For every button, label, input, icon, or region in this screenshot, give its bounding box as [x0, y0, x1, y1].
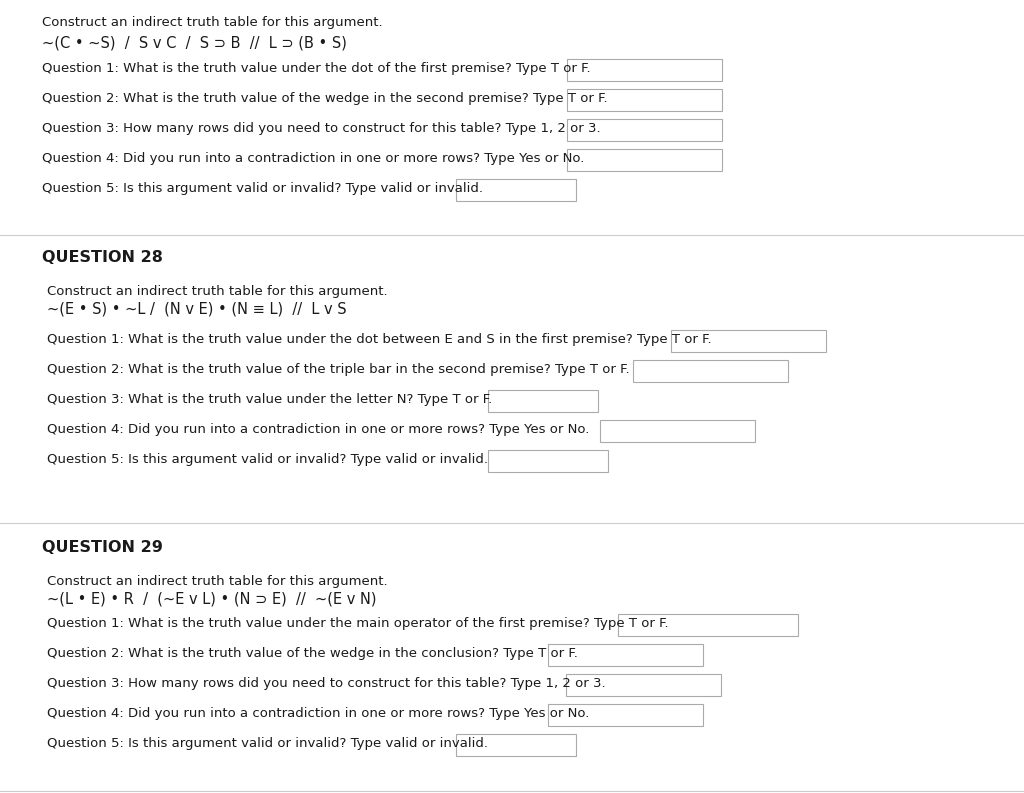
Bar: [456, 179, 575, 201]
Text: Question 1: What is the truth value under the dot between E and S in the first p: Question 1: What is the truth value unde…: [47, 333, 712, 346]
Bar: [488, 450, 608, 472]
Text: ~(L • E) • R  /  (~E v L) • (N ⊃ E)  //  ~(E v N): ~(L • E) • R / (~E v L) • (N ⊃ E) // ~(E…: [47, 592, 377, 607]
Text: Question 5: Is this argument valid or invalid? Type valid or invalid.: Question 5: Is this argument valid or in…: [47, 453, 488, 466]
Bar: [618, 614, 798, 636]
Text: Question 4: Did you run into a contradiction in one or more rows? Type Yes or No: Question 4: Did you run into a contradic…: [47, 707, 590, 720]
Text: Question 1: What is the truth value under the dot of the first premise? Type T o: Question 1: What is the truth value unde…: [42, 62, 591, 75]
Text: Question 1: What is the truth value under the main operator of the first premise: Question 1: What is the truth value unde…: [47, 617, 669, 630]
Text: Question 3: How many rows did you need to construct for this table? Type 1, 2 or: Question 3: How many rows did you need t…: [42, 122, 601, 135]
Text: Question 2: What is the truth value of the wedge in the second premise? Type T o: Question 2: What is the truth value of t…: [42, 92, 607, 105]
Text: Question 2: What is the truth value of the triple bar in the second premise? Typ: Question 2: What is the truth value of t…: [47, 363, 630, 376]
Bar: [633, 360, 788, 382]
Text: Construct an indirect truth table for this argument.: Construct an indirect truth table for th…: [42, 16, 383, 29]
Text: ~(E • S) • ~L /  (N v E) • (N ≡ L)  //  L v S: ~(E • S) • ~L / (N v E) • (N ≡ L) // L v…: [47, 302, 347, 317]
Bar: [567, 89, 722, 111]
Bar: [567, 59, 722, 81]
Text: Question 3: What is the truth value under the letter N? Type T or F.: Question 3: What is the truth value unde…: [47, 393, 493, 406]
Text: Construct an indirect truth table for this argument.: Construct an indirect truth table for th…: [47, 575, 388, 588]
Text: Question 4: Did you run into a contradiction in one or more rows? Type Yes or No: Question 4: Did you run into a contradic…: [47, 423, 590, 436]
Text: QUESTION 28: QUESTION 28: [42, 250, 163, 265]
Text: Question 5: Is this argument valid or invalid? Type valid or invalid.: Question 5: Is this argument valid or in…: [42, 182, 483, 195]
Text: Construct an indirect truth table for this argument.: Construct an indirect truth table for th…: [47, 285, 388, 298]
Bar: [456, 734, 575, 756]
Text: Question 2: What is the truth value of the wedge in the conclusion? Type T or F.: Question 2: What is the truth value of t…: [47, 647, 578, 660]
Bar: [671, 330, 826, 352]
Text: Question 5: Is this argument valid or invalid? Type valid or invalid.: Question 5: Is this argument valid or in…: [47, 737, 488, 750]
Text: ~(C • ~S)  /  S v C  /  S ⊃ B  //  L ⊃ (B • S): ~(C • ~S) / S v C / S ⊃ B // L ⊃ (B • S): [42, 36, 347, 51]
Bar: [567, 149, 722, 171]
Text: QUESTION 29: QUESTION 29: [42, 540, 163, 555]
Bar: [548, 644, 703, 666]
Text: Question 3: How many rows did you need to construct for this table? Type 1, 2 or: Question 3: How many rows did you need t…: [47, 677, 605, 690]
Text: Question 4: Did you run into a contradiction in one or more rows? Type Yes or No: Question 4: Did you run into a contradic…: [42, 152, 585, 165]
Bar: [488, 390, 598, 412]
Bar: [567, 119, 722, 141]
Bar: [566, 674, 721, 696]
Bar: [600, 420, 755, 442]
Bar: [548, 704, 703, 726]
